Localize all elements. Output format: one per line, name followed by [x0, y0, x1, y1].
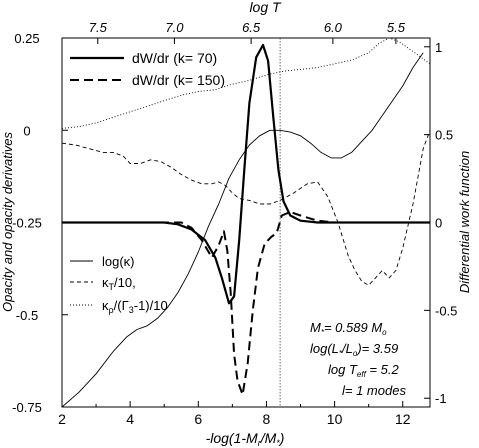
- left-axis-title: Opacity and opacity derivatives: [0, 132, 15, 312]
- x-tick-label: 4: [126, 411, 134, 427]
- y-right-tick-label: -1: [435, 391, 447, 406]
- y-right-tick-label: -0.5: [435, 303, 457, 318]
- series-layer: [62, 38, 430, 407]
- ticks-layer: 2 4 6 8 10 127.5 7.0 6.5 6.0 5.50.250-0.25-0.5-0.…: [12, 20, 457, 427]
- y-left-tick-label: -0.5: [16, 308, 38, 323]
- x-tick-label: 6: [194, 411, 202, 427]
- top-tick-label: 7.5: [89, 20, 108, 35]
- legend-label: dW/dr (k= 150): [132, 72, 225, 88]
- legend-label: log(κ): [102, 254, 135, 269]
- series-line-0: [62, 52, 424, 407]
- top-tick-label: 7.0: [165, 20, 184, 35]
- series-line-3: [62, 43, 430, 305]
- y-left-tick-label: -0.75: [12, 400, 42, 415]
- legend-label: dW/dr (k= 70): [132, 50, 217, 66]
- annotation-mass: M*= 0.589 Mo: [310, 320, 387, 337]
- x-tick-label: 8: [263, 411, 271, 427]
- series-line-4: [62, 211, 430, 396]
- annotation-teff: log Teff = 5.2: [328, 362, 399, 379]
- series-line-1: [62, 130, 430, 286]
- legend-label: κρ/(Γ3-1)/10: [102, 298, 168, 315]
- x-tick-label: 10: [327, 411, 343, 427]
- annotation-block: M*= 0.589 Mo log(L*/Lo)= 3.59 log Teff =…: [310, 320, 406, 398]
- legend-layer: dW/dr (k= 70) dW/dr (k= 150) log(κ) κT/10, κ…: [70, 50, 225, 315]
- series-line-2: [62, 38, 430, 129]
- top-tick-label: 6.5: [242, 20, 261, 35]
- x-tick-label: 2: [58, 411, 66, 427]
- top-tick-label: 6.0: [324, 20, 343, 35]
- right-axis-title: Differential work function: [457, 151, 472, 293]
- y-right-tick-label: 0: [435, 216, 442, 231]
- bottom-axis-title: -log(1-Mr/M*): [206, 430, 285, 448]
- annotation-modes: l= 1 modes: [342, 383, 406, 398]
- y-left-tick-label: 0: [23, 123, 30, 138]
- top-tick-label: 5.5: [387, 20, 406, 35]
- x-tick-label: 12: [395, 411, 411, 427]
- y-right-tick-label: 0.5: [435, 128, 453, 143]
- y-left-tick-label: -0.25: [12, 216, 42, 231]
- y-right-tick-label: 1: [435, 40, 442, 55]
- legend-label: κT/10,: [102, 275, 136, 292]
- y-left-tick-label: 0.25: [14, 31, 39, 46]
- annotation-luminosity: log(L*/Lo)= 3.59: [310, 341, 398, 358]
- top-axis-title: log T: [249, 0, 282, 15]
